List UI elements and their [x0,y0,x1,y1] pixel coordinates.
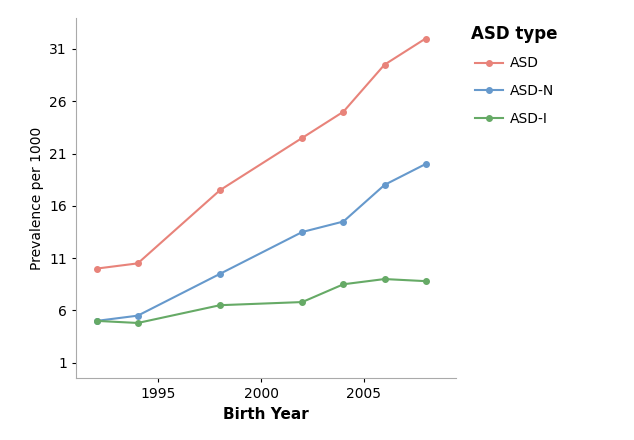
ASD [134,261,141,266]
ASD [340,109,347,114]
ASD-N [299,229,306,235]
ASD-N [422,161,429,167]
Y-axis label: Prevalence per 1000: Prevalence per 1000 [30,126,44,270]
ASD-N [380,182,388,187]
ASD-I [299,299,306,304]
ASD-N [340,219,347,224]
ASD-N [93,318,100,323]
ASD [380,62,388,67]
Legend: ASD, ASD-N, ASD-I: ASD, ASD-N, ASD-I [471,25,557,126]
ASD [422,36,429,41]
ASD-I [134,320,141,326]
Text: © American Academy of Pediatrics: © American Academy of Pediatrics [6,424,189,434]
ASD-I [380,276,388,282]
ASD-I [340,282,347,287]
ASD-N [134,313,141,318]
ASD [216,187,224,193]
Line: ASD: ASD [94,36,429,271]
ASD [93,266,100,271]
ASD-N [216,271,224,276]
Line: ASD-N: ASD-N [94,161,429,324]
ASD-I [216,303,224,308]
ASD-I [93,318,100,323]
X-axis label: Birth Year: Birth Year [223,407,309,422]
ASD [299,135,306,140]
Line: ASD-I: ASD-I [94,276,429,326]
ASD-I [422,279,429,284]
